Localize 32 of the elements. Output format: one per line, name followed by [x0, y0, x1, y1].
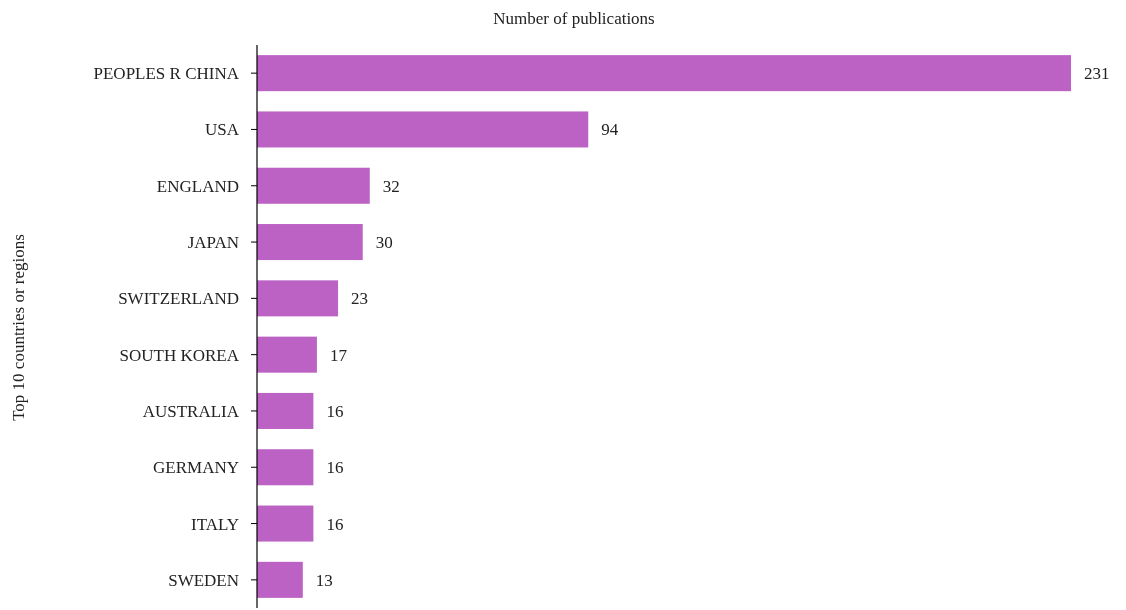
y-tick-label: SOUTH KOREA: [119, 345, 240, 365]
bar: [257, 561, 303, 598]
bar: [257, 55, 1071, 92]
data-label: 16: [326, 458, 344, 478]
data-label: 13: [315, 570, 333, 590]
bar: [257, 111, 589, 148]
data-label: 94: [601, 120, 619, 140]
bar: [257, 392, 314, 429]
bar: [257, 449, 314, 486]
data-label: 30: [375, 233, 393, 252]
bar: [257, 505, 314, 542]
data-label: 32: [382, 176, 400, 196]
y-tick-label: JAPAN: [187, 233, 239, 252]
bar: [257, 336, 317, 373]
data-label: 17: [329, 345, 348, 365]
data-label: 23: [351, 289, 369, 309]
y-tick-label: AUSTRALIA: [142, 401, 240, 421]
bar: [257, 224, 363, 261]
y-tick-label: SWITZERLAND: [118, 289, 239, 309]
bar: [257, 280, 339, 317]
y-tick-label: USA: [204, 120, 240, 140]
y-tick-label: PEOPLES R CHINA: [93, 64, 240, 84]
data-label: 231: [1084, 64, 1110, 84]
x-axis-title: Number of publications: [493, 9, 655, 28]
y-tick-label: ENGLAND: [156, 176, 239, 196]
y-tick-label: SWEDEN: [168, 570, 239, 590]
y-tick-label: GERMANY: [153, 458, 239, 478]
y-tick-label: ITALY: [191, 514, 239, 534]
data-label: 16: [326, 514, 344, 534]
data-label: 16: [326, 401, 344, 421]
y-axis-title: Top 10 countries or regions: [9, 234, 28, 421]
bar: [257, 167, 370, 204]
